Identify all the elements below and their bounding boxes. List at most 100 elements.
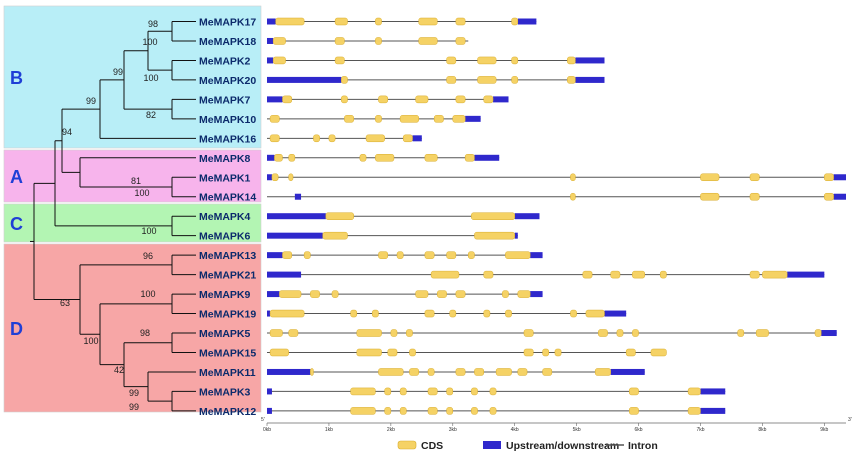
utr-segment [514, 213, 540, 220]
cds-exon [433, 115, 444, 123]
cds-exon [511, 76, 519, 84]
cds-exon [375, 154, 395, 162]
group-label-A: A [10, 167, 23, 187]
cds-exon [474, 368, 484, 376]
utr-segment [575, 76, 605, 83]
cds-exon [471, 212, 515, 220]
cds-exon [328, 134, 336, 143]
group-backgrounds: B A C D [3, 5, 262, 413]
gene-labels: MeMAPK17 MeMAPK18 MeMAPK2 MeMAPK20 MeMAPK7 Me… [199, 17, 256, 418]
cds-exon [334, 56, 345, 65]
cds-exon [471, 387, 478, 396]
cds-exon [396, 251, 404, 259]
axis-tick-label: 8kb [758, 427, 766, 433]
gene-structure-row [267, 95, 509, 104]
gene-structure-row [267, 173, 846, 182]
legend-cds-label: CDS [421, 440, 443, 452]
bootstrap-label: 100 [141, 226, 156, 236]
cds-exon [824, 192, 834, 201]
cds-exon [350, 309, 358, 318]
cds-exon [687, 407, 701, 415]
gene-label: MeMAPK8 [199, 153, 251, 165]
utr-segment [575, 57, 605, 64]
gene-label: MeMAPK21 [199, 270, 256, 282]
gene-label: MeMAPK13 [199, 250, 256, 262]
cds-exon [424, 251, 435, 259]
cds-exon [542, 348, 550, 357]
gene-structure-row [267, 37, 469, 45]
gene-label: MeMAPK11 [199, 367, 256, 379]
cds-exon [455, 290, 466, 298]
cds-exon [269, 329, 283, 337]
cds-exon [282, 95, 293, 104]
cds-exon [616, 329, 624, 337]
phylogenetic-tree: 98 100 99 100 82 99 94 81 100 100 96 100 98 42 99 99 63 1… [30, 19, 196, 412]
cds-exon [365, 134, 385, 143]
cds-exon [511, 56, 519, 65]
cds-exon [455, 95, 466, 104]
gene-label: MeMAPK16 [199, 133, 256, 145]
cds-exon [700, 173, 720, 182]
cds-exon [452, 115, 466, 123]
cds-exon [399, 387, 407, 396]
bootstrap-label: 81 [131, 176, 141, 186]
cds-exon [430, 270, 460, 279]
cds-exon [814, 329, 822, 337]
gene-structures [267, 17, 846, 415]
utr-segment [267, 232, 323, 239]
cds-exon [455, 368, 466, 376]
cds-exon [288, 173, 294, 182]
axis-tick-label: 3kb [449, 427, 457, 433]
gene-structure-row [267, 251, 543, 259]
bootstrap-label: 63 [60, 298, 70, 308]
cds-exon [446, 251, 457, 259]
gene-structure-row [267, 56, 605, 65]
axis-tick-label: 1kb [325, 427, 333, 433]
gene-structure-row [267, 212, 540, 220]
legend-intron-label: Intron [628, 440, 658, 452]
cds-exon [378, 95, 389, 104]
cds-exon [749, 270, 760, 279]
utr-segment [514, 232, 518, 239]
utr-segment [267, 291, 280, 298]
cds-exon [659, 270, 667, 279]
group-box-B [3, 5, 262, 149]
cds-exon [687, 387, 701, 396]
bootstrap-label: 100 [134, 188, 149, 198]
cds-exon [375, 115, 382, 123]
cds-exon [483, 270, 494, 279]
cds-exon [375, 17, 382, 26]
cds-exon [399, 115, 419, 123]
utr-segment [267, 388, 272, 395]
cds-exon [517, 290, 531, 298]
legend-utr-label: Upstream/downstream [506, 440, 619, 452]
cds-exon [322, 231, 348, 240]
cds-exon [415, 290, 429, 298]
axis-tick-label: 2kb [387, 427, 395, 433]
cds-exon [269, 348, 289, 357]
group-box-A [3, 149, 262, 203]
bootstrap-label: 82 [146, 110, 156, 120]
cds-exon [495, 368, 512, 376]
cds-exon [570, 173, 576, 182]
gene-label: MeMAPK2 [199, 55, 251, 67]
gene-label: MeMAPK5 [199, 328, 251, 340]
utr-segment [267, 76, 342, 83]
utr-segment [267, 368, 311, 375]
cds-exon [288, 154, 296, 162]
cds-exon [737, 329, 745, 337]
cds-exon [700, 192, 720, 201]
cds-exon [375, 37, 382, 45]
gene-structure-row [267, 192, 846, 201]
cds-exon [437, 290, 447, 298]
bootstrap-label: 100 [143, 73, 158, 83]
group-box-C [3, 203, 262, 243]
utr-segment [610, 368, 645, 375]
cds-exon [523, 348, 534, 357]
utr-segment [267, 271, 302, 278]
gene-structure-row [267, 17, 537, 26]
cds-exon [418, 37, 438, 45]
axis-tick-label: 9kb [820, 427, 828, 433]
cds-exon [594, 368, 611, 376]
utr-segment [700, 388, 726, 395]
